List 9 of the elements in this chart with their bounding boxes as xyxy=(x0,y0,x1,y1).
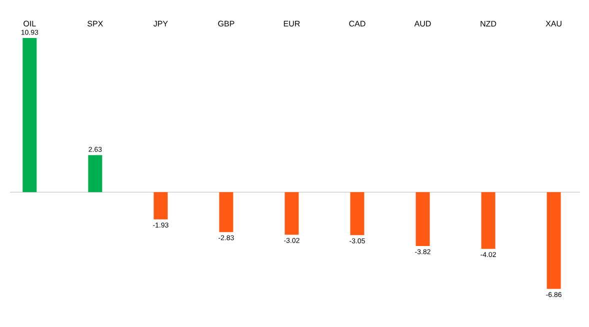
x-tick-label: EUR xyxy=(284,20,300,26)
x-tick-label: JPY xyxy=(153,20,168,26)
x-tick-label: GBP xyxy=(218,20,234,26)
x-tick-label: AUD xyxy=(414,20,431,26)
x-tick-label: OIL xyxy=(24,20,36,26)
x-tick-label: SPX xyxy=(88,20,103,26)
x-tick-label: CAD xyxy=(349,20,366,26)
x-tick-label: XAU xyxy=(546,20,562,26)
x-tick-label: NZD xyxy=(480,20,496,26)
